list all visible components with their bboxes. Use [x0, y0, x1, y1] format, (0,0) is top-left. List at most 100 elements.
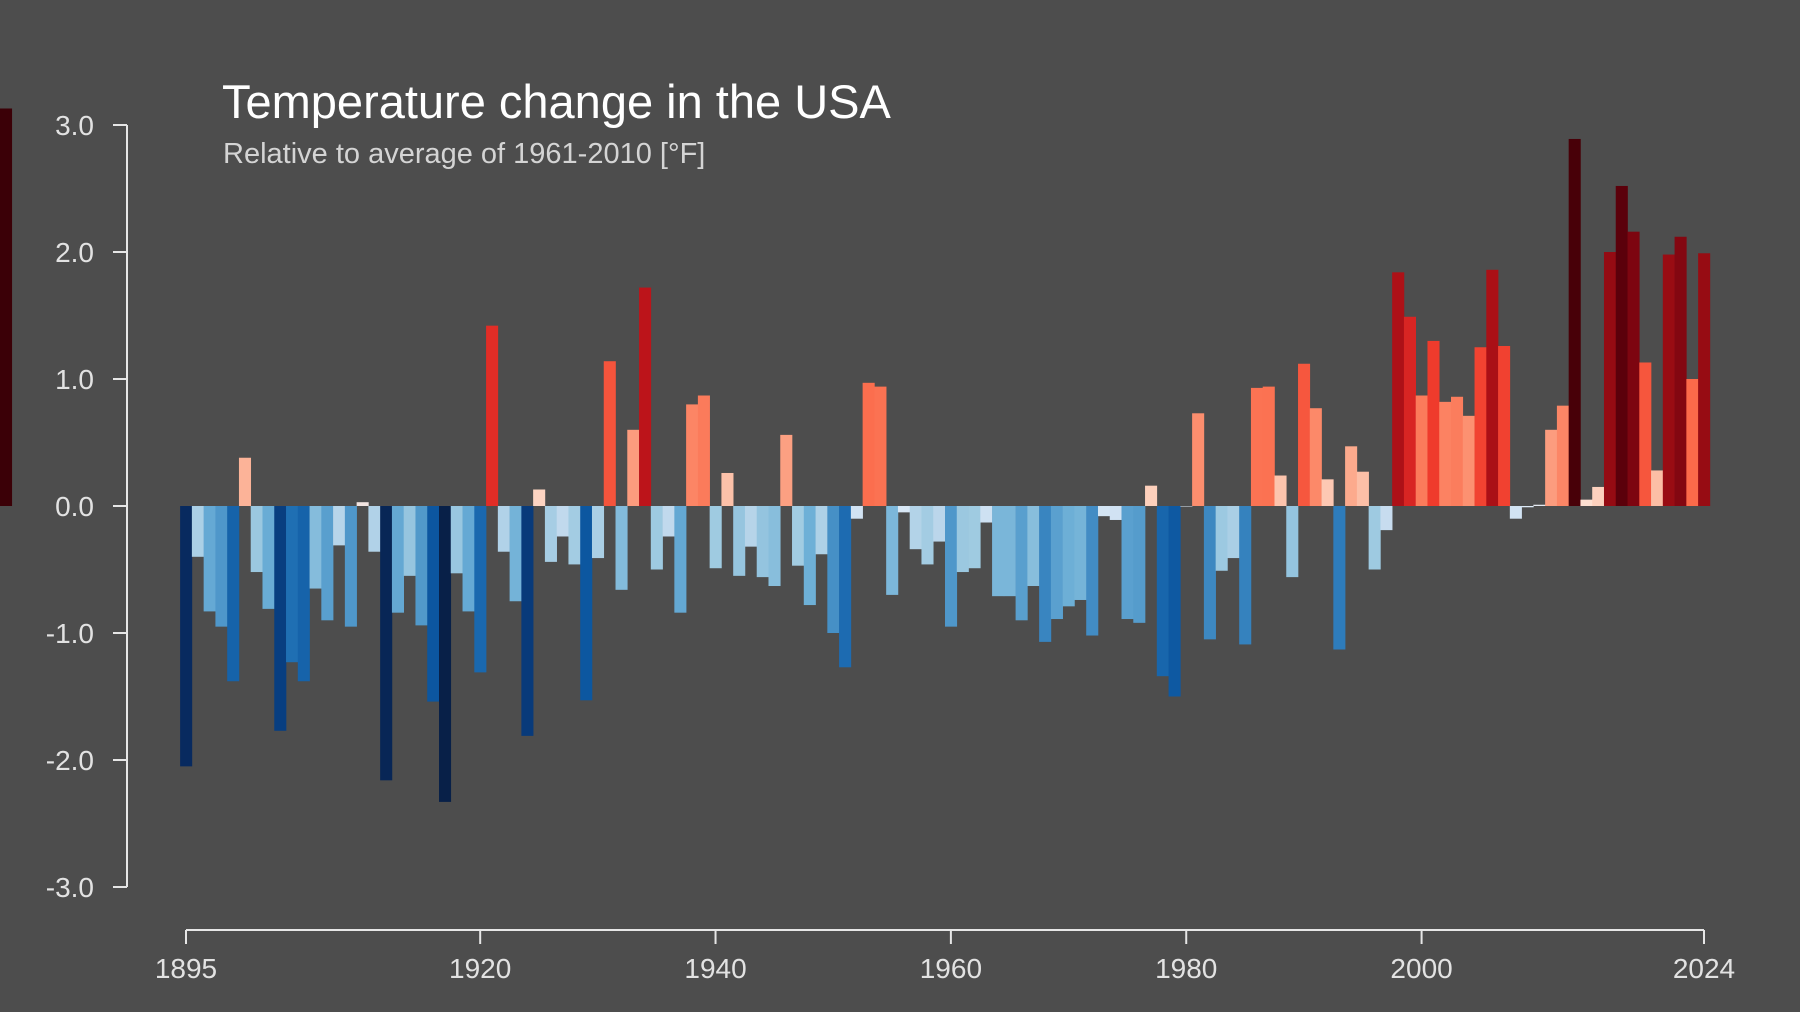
x-tick-label: 1940 [684, 953, 746, 984]
bar-1971 [1074, 506, 1087, 600]
bar-1928 [568, 506, 581, 565]
y-tick-label: 3.0 [55, 110, 94, 141]
bar-1968 [1039, 506, 1052, 642]
y-axis: 3.0 2.0 1.0 0.0 -1.0 -2.0 -3.0 [46, 110, 128, 903]
x-tick-label: 2024 [1673, 953, 1735, 984]
bar-1958 [921, 506, 934, 565]
bar-1955 [886, 506, 899, 595]
bar-1970 [1062, 506, 1075, 607]
bar-1952 [850, 506, 863, 519]
bar-1900 [238, 457, 252, 506]
bar-1962 [968, 506, 981, 569]
bar-1965 [1003, 506, 1016, 597]
bar-1964 [992, 506, 1005, 597]
bar-2012 [1556, 405, 1569, 506]
bar-1998 [1392, 272, 1405, 506]
bar-2005 [1474, 347, 1487, 506]
bar-1937 [674, 506, 687, 613]
bar-1897 [203, 506, 216, 612]
bar-2017 [1615, 185, 1628, 506]
bar-1932 [615, 506, 628, 590]
bar-1945 [768, 506, 781, 587]
bar-1991 [1309, 408, 1322, 506]
bar-1957 [909, 506, 922, 550]
bar-1992 [1321, 479, 1334, 506]
bar-1939 [697, 395, 710, 506]
bar-1966 [1015, 506, 1028, 621]
bar-1931 [603, 361, 616, 506]
bar-2019 [1639, 362, 1652, 506]
bar-1980 [1180, 506, 1193, 507]
bar-1899 [227, 506, 240, 682]
bar-1961 [956, 506, 969, 573]
bar-2013 [1568, 138, 1581, 506]
bar-1941 [721, 472, 734, 506]
bar-1944 [756, 506, 769, 578]
bar-2001 [1427, 340, 1440, 506]
bar-1948 [803, 506, 816, 606]
bar-1994 [1345, 446, 1358, 506]
bar-1995 [1356, 471, 1369, 506]
bar-1915 [415, 506, 428, 626]
y-tick-label: 2.0 [55, 237, 94, 268]
bar-2010 [1533, 504, 1546, 506]
bar-1967 [1027, 506, 1040, 587]
bar-2014 [1580, 499, 1593, 506]
x-tick-label: 1960 [920, 953, 982, 984]
bar-1974 [1109, 506, 1122, 520]
bar-2003 [1451, 396, 1464, 506]
bar-1930 [591, 506, 605, 559]
bar-1979 [1168, 506, 1181, 697]
bar-1914 [403, 506, 416, 576]
bar-1990 [1298, 363, 1311, 506]
bar-1934 [639, 287, 652, 506]
bar-1987 [1262, 386, 1275, 506]
y-tick-label: 0.0 [55, 491, 94, 522]
bar-1935 [650, 506, 663, 570]
bar-1923 [509, 506, 522, 602]
bar-2023 [1686, 379, 1699, 506]
bar-1920 [474, 506, 487, 673]
y-tick-label: -3.0 [46, 872, 94, 903]
chart-subtitle: Relative to average of 1961-2010 [°F] [223, 138, 706, 170]
bar-1918 [450, 506, 463, 574]
bar-1933 [627, 429, 640, 506]
bar-1895 [180, 506, 193, 767]
bar-1942 [733, 506, 746, 576]
bar-1940 [709, 506, 722, 569]
bar-2020 [1651, 470, 1664, 506]
bar-1981 [1192, 413, 1205, 506]
bar-1972 [1086, 506, 1099, 636]
bar-1907 [321, 506, 334, 621]
y-tick-label: -2.0 [46, 745, 94, 776]
bar-2004 [1462, 415, 1475, 506]
bar-1916 [427, 506, 440, 702]
bar-2022 [1674, 236, 1687, 506]
bar-1977 [1145, 485, 1158, 506]
bar-1997 [1380, 506, 1393, 531]
bar-1924 [521, 506, 534, 736]
bar-1936 [662, 506, 675, 537]
bar-1984 [1227, 506, 1240, 559]
bar-1919 [462, 506, 475, 612]
bar-1999 [1403, 316, 1416, 506]
bar-1911 [368, 506, 381, 552]
bar-1956 [897, 506, 910, 513]
bar-1969 [1050, 506, 1063, 620]
bar-2015 [1592, 486, 1605, 506]
bar-1982 [1203, 506, 1216, 640]
bar-2009 [1521, 506, 1534, 508]
bar-1906 [309, 506, 322, 589]
bar-1929 [580, 506, 593, 701]
bar-1927 [556, 506, 569, 537]
bar-1985 [1239, 506, 1252, 645]
bar-1904 [286, 506, 299, 663]
bar-2021 [1662, 254, 1675, 506]
bar-1975 [1121, 506, 1134, 620]
bar-2011 [1545, 429, 1558, 506]
bar-1943 [744, 506, 758, 547]
bar-2006 [1486, 269, 1499, 506]
bar-1901 [250, 506, 263, 573]
